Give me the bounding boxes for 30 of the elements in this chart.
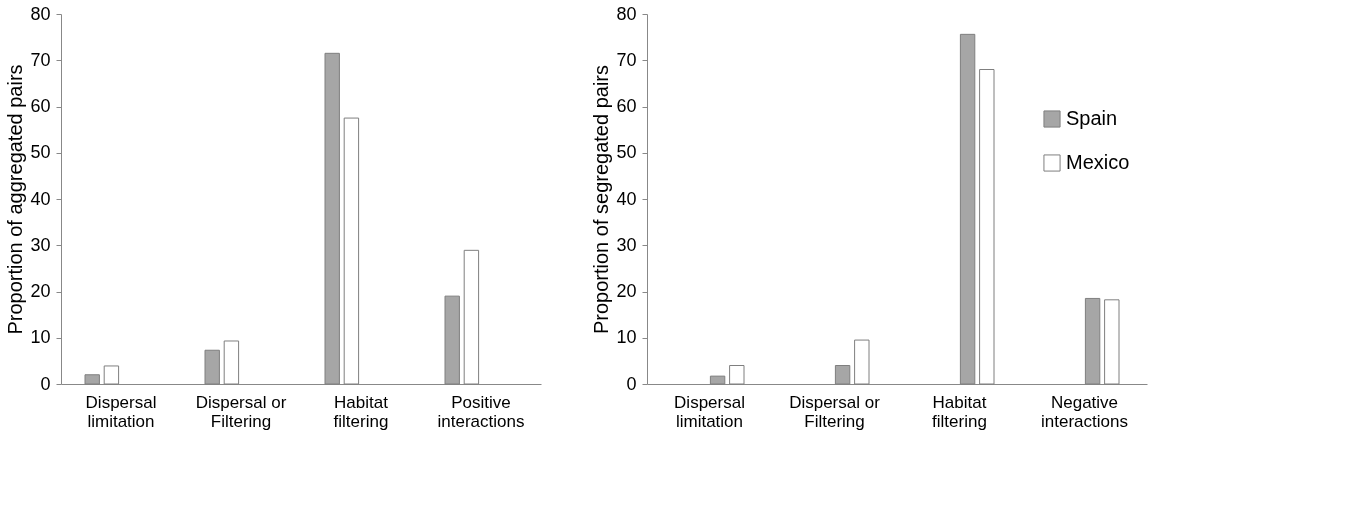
x-tick-label: Dispersal limitation [85, 392, 157, 431]
x-tick-label: Dispersal or Filtering [195, 392, 287, 431]
y-tick-label: 20 [30, 281, 51, 301]
legend-label: Mexico [1066, 151, 1130, 173]
x-tick-label: Positive interactions [437, 392, 525, 431]
y-tick-label: 70 [30, 49, 51, 70]
y-axis-title: Proportion of aggregated pairs [4, 64, 27, 335]
x-tick-label: Dispersal limitation [674, 392, 745, 431]
y-tick-label: 40 [30, 188, 51, 209]
x-tick-label: Negative interactions [1041, 392, 1128, 431]
y-tick-label: 80 [30, 3, 51, 24]
y-tick-label: 30 [616, 234, 637, 255]
x-tick-label: Habitat filtering [333, 392, 389, 431]
y-tick-label: 50 [30, 142, 51, 163]
y-tick-label: 80 [616, 3, 637, 24]
x-tick-label: Habitat filtering [932, 392, 987, 431]
y-tick-label: 60 [616, 96, 637, 116]
legend-label: Spain [1066, 107, 1118, 129]
y-tick-label: 10 [30, 327, 51, 348]
x-tick-label: Dispersal or Filtering [789, 392, 881, 431]
y-axis-title: Proportion of segregated pairs [590, 64, 613, 335]
y-tick-label: 60 [30, 96, 51, 116]
y-tick-label: 70 [616, 49, 637, 70]
y-tick-label: 10 [616, 327, 637, 348]
y-tick-label: 20 [616, 281, 637, 301]
y-tick-label: 0 [40, 373, 51, 394]
y-tick-label: 50 [616, 142, 637, 163]
y-tick-label: 30 [30, 234, 51, 255]
y-tick-label: 0 [626, 373, 637, 394]
y-tick-label: 40 [616, 188, 637, 209]
